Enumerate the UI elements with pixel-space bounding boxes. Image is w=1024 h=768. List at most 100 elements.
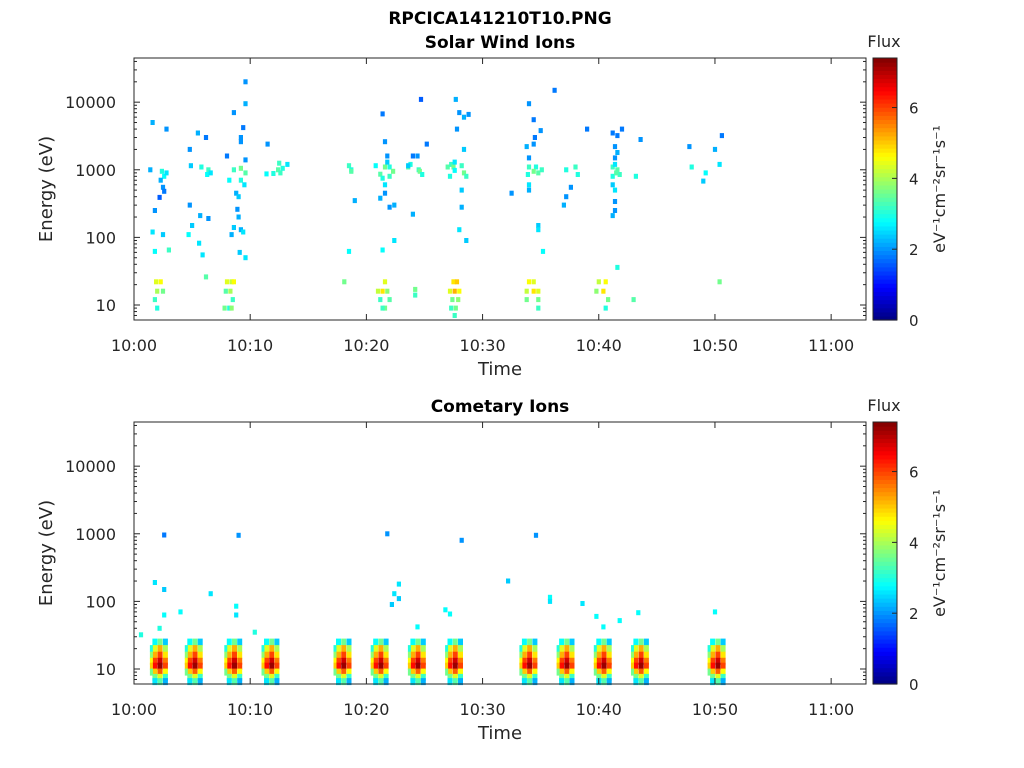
data-cell — [585, 126, 590, 132]
data-cell — [447, 173, 453, 179]
data-cell — [378, 662, 384, 670]
data-cell — [243, 157, 248, 163]
colorbar-step — [873, 90, 897, 96]
data-cell — [198, 213, 203, 219]
colorbar-tick-label: 4 — [909, 170, 919, 188]
data-cell — [415, 673, 421, 681]
solar-wind-panel: Solar Wind Ions 10:00 10:10 10:20 10:30 10:4… — [36, 32, 949, 380]
data-cell — [459, 537, 464, 543]
data-cell — [162, 678, 168, 686]
data-cell — [238, 227, 243, 233]
data-cell — [230, 297, 235, 303]
data-cell — [451, 279, 456, 285]
data-cell — [382, 164, 388, 170]
data-cell — [452, 159, 457, 165]
colorbar-step — [873, 565, 897, 570]
data-cell — [452, 668, 458, 676]
x-tick-label: 10:40 — [576, 336, 622, 355]
data-cell — [603, 305, 608, 311]
data-cell — [594, 613, 599, 619]
data-cell — [527, 678, 533, 686]
data-cell — [569, 668, 575, 676]
data-cell — [231, 110, 236, 116]
data-cell — [447, 673, 453, 681]
data-cell — [712, 609, 718, 615]
data-cell — [410, 657, 416, 665]
colorbar-step — [873, 426, 897, 431]
data-cell — [152, 580, 157, 585]
colorbar-step — [873, 655, 897, 661]
data-cell — [197, 638, 203, 646]
data-cell — [457, 288, 462, 294]
data-cell — [458, 662, 463, 670]
data-cell — [703, 170, 708, 176]
data-cell — [564, 668, 570, 676]
data-cell — [234, 603, 239, 609]
data-cell — [532, 135, 537, 140]
data-cell — [715, 673, 721, 681]
data-cell — [459, 187, 464, 193]
data-cell — [451, 164, 456, 170]
data-cell — [382, 305, 388, 311]
data-cell — [383, 662, 389, 670]
data-cell — [457, 110, 462, 116]
cometary-panel: Cometary Ions 10:00 10:10 10:20 10:30 10:40 1… — [36, 396, 949, 744]
data-cell — [229, 232, 234, 238]
colorbar-step — [873, 528, 897, 534]
colorbar-step — [873, 295, 897, 301]
colorbar-step — [873, 111, 897, 116]
data-cell — [264, 662, 269, 670]
data-cell — [269, 668, 275, 676]
data-cell — [420, 662, 426, 670]
data-cell — [226, 662, 232, 670]
data-cell — [719, 133, 724, 139]
data-cell — [452, 651, 458, 659]
data-cell — [410, 678, 416, 686]
data-cell — [407, 668, 411, 676]
data-cell — [162, 662, 168, 670]
data-cell — [633, 638, 639, 646]
data-cell — [445, 668, 449, 676]
y-axis-label: Energy (eV) — [36, 500, 57, 606]
data-cell — [559, 668, 565, 676]
colorbar-step — [873, 483, 897, 489]
data-cell — [410, 651, 416, 659]
data-cell — [638, 651, 644, 659]
colorbar-step — [873, 520, 897, 525]
data-cell — [527, 673, 533, 681]
data-cell — [536, 170, 541, 176]
colorbar-step — [873, 221, 897, 227]
data-cell — [396, 596, 401, 602]
data-cell — [631, 657, 634, 665]
data-cell — [197, 668, 203, 676]
data-cell — [420, 668, 426, 676]
data-cell — [406, 163, 411, 169]
colorbar-step — [873, 442, 897, 448]
colorbar-step — [873, 659, 897, 665]
colorbar-step — [873, 544, 897, 550]
colorbar-step — [873, 156, 897, 161]
colorbar-step — [873, 94, 897, 100]
colorbar-step — [873, 103, 897, 108]
data-cell — [707, 645, 711, 653]
data-cell — [157, 657, 163, 665]
data-cell — [341, 678, 347, 686]
colorbar-step — [873, 602, 897, 607]
colorbar-step — [873, 291, 897, 297]
data-cell — [336, 662, 341, 670]
data-cell — [519, 645, 523, 653]
y-tick-label: 10000 — [65, 93, 116, 112]
panel-title: Cometary Ions — [431, 397, 570, 417]
colorbar-step — [873, 197, 897, 202]
data-cell — [162, 612, 167, 618]
data-cell — [415, 651, 421, 659]
colorbar-step — [873, 467, 897, 472]
data-cell — [264, 638, 269, 646]
data-cell — [606, 673, 612, 681]
data-cell — [593, 645, 597, 653]
data-cell — [243, 101, 248, 107]
data-cell — [415, 657, 421, 665]
colorbar-step — [873, 598, 897, 603]
data-cell — [261, 651, 265, 659]
data-cell — [447, 662, 453, 670]
